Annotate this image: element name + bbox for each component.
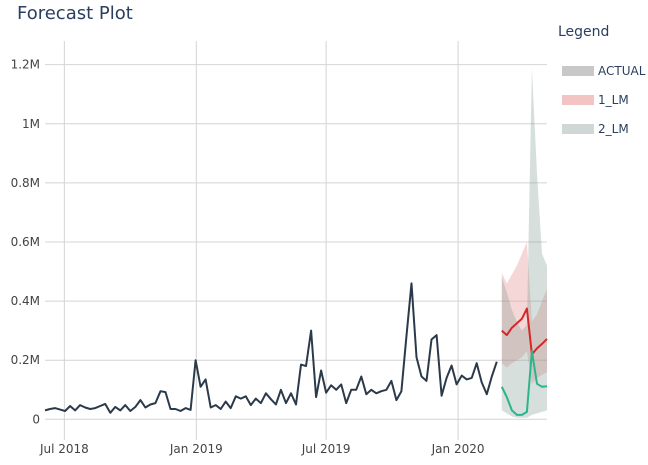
y-tick-label: 0.4M xyxy=(11,294,40,308)
legend-label: ACTUAL xyxy=(598,64,646,78)
legend-label: 1_LM xyxy=(598,93,629,107)
legend-label: 2_LM xyxy=(598,122,629,136)
chart-title: Forecast Plot xyxy=(17,3,133,24)
y-tick-label: 0.6M xyxy=(11,235,40,249)
x-tick-label: Jan 2020 xyxy=(431,442,485,456)
y-tick-label: 0.8M xyxy=(11,176,40,190)
y-tick-label: 0.2M xyxy=(11,353,40,367)
series-line-2-lm xyxy=(500,350,548,416)
x-tick-label: Jul 2019 xyxy=(301,442,351,456)
band-2-lm xyxy=(501,67,547,418)
legend: Legend ACTUAL 1_LM 2_LM xyxy=(558,24,646,136)
plot-area: Jul 2018 Jan 2019 Jul 2019 Jan 2020 0 0.2M 0.4… xyxy=(11,41,548,456)
y-tick-label: 1.2M xyxy=(11,58,40,72)
y-tick-label: 1M xyxy=(22,117,40,131)
x-tick-label: Jul 2018 xyxy=(39,442,89,456)
x-tick-label: Jan 2019 xyxy=(169,442,223,456)
series-line-actual xyxy=(44,282,498,414)
y-tick-label: 0 xyxy=(32,412,40,426)
series-line-1-lm xyxy=(501,307,548,356)
legend-title: Legend xyxy=(558,24,609,40)
